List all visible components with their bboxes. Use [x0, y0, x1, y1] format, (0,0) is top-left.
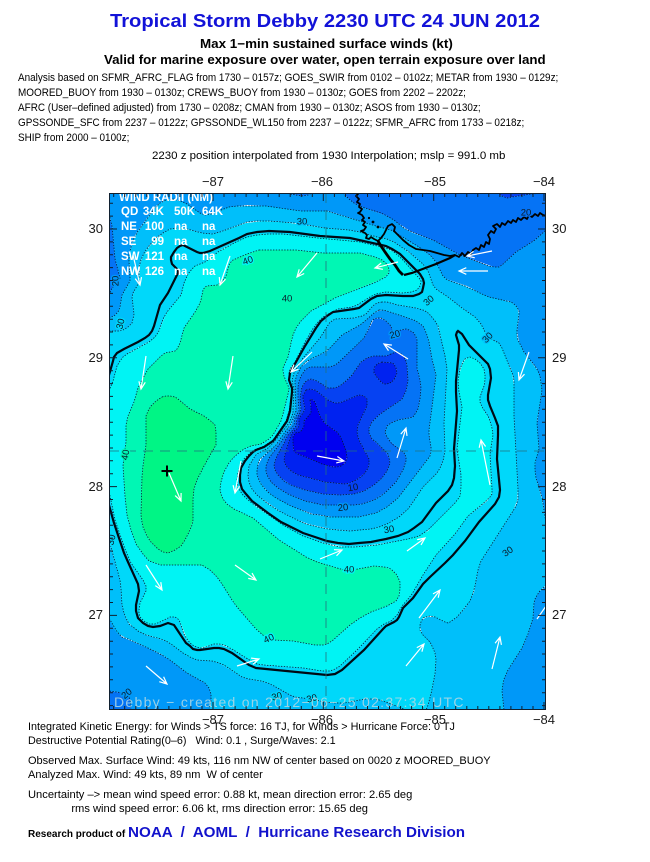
- svg-text:40: 40: [241, 254, 255, 268]
- svg-text:40: 40: [120, 449, 133, 461]
- svg-text:NW: NW: [121, 266, 140, 278]
- svg-text:27: 27: [552, 607, 566, 622]
- svg-text:99: 99: [151, 236, 164, 248]
- svg-text:−86: −86: [311, 174, 333, 189]
- svg-text:na: na: [174, 221, 188, 233]
- svg-text:30: 30: [89, 221, 103, 236]
- svg-text:34K: 34K: [143, 206, 165, 218]
- svg-text:30: 30: [270, 690, 283, 703]
- svg-text:20: 20: [388, 328, 401, 341]
- svg-text:−87: −87: [202, 174, 224, 189]
- svg-text:29: 29: [552, 350, 566, 365]
- svg-text:na: na: [174, 236, 188, 248]
- svg-text:28: 28: [89, 479, 103, 494]
- svg-text:20: 20: [521, 208, 532, 219]
- svg-text:50K: 50K: [174, 206, 196, 218]
- svg-text:WIND RADII (NM): WIND RADII (NM): [119, 192, 213, 204]
- svg-text:−84: −84: [533, 712, 555, 727]
- svg-text:121: 121: [145, 251, 165, 263]
- svg-text:30: 30: [114, 317, 127, 330]
- svg-text:na: na: [174, 251, 188, 263]
- svg-text:30: 30: [297, 217, 308, 228]
- svg-text:na: na: [174, 266, 188, 278]
- svg-text:NE: NE: [121, 221, 137, 233]
- svg-text:64K: 64K: [202, 206, 224, 218]
- svg-text:27: 27: [89, 607, 103, 622]
- svg-text:29: 29: [89, 350, 103, 365]
- svg-text:30: 30: [383, 524, 395, 537]
- svg-text:100: 100: [145, 221, 164, 233]
- svg-text:−84: −84: [533, 174, 555, 189]
- svg-text:28: 28: [552, 479, 566, 494]
- svg-text:−87: −87: [202, 712, 224, 727]
- svg-text:SW: SW: [121, 251, 140, 263]
- svg-text:na: na: [202, 251, 216, 263]
- svg-text:−85: −85: [424, 712, 446, 727]
- svg-text:10: 10: [347, 482, 359, 495]
- svg-text:SE: SE: [121, 236, 137, 248]
- svg-text:na: na: [202, 221, 216, 233]
- svg-text:na: na: [202, 236, 216, 248]
- svg-text:QD: QD: [121, 206, 138, 218]
- svg-text:40: 40: [344, 565, 355, 576]
- svg-text:40: 40: [282, 294, 293, 305]
- svg-text:−86: −86: [311, 712, 333, 727]
- svg-text:126: 126: [145, 266, 164, 278]
- svg-text:20: 20: [111, 276, 122, 287]
- svg-text:Debby − created on 2012−06−25: Debby − created on 2012−06−25 02:37:34 U…: [114, 694, 465, 710]
- svg-text:20: 20: [337, 502, 348, 514]
- svg-text:na: na: [202, 266, 216, 278]
- svg-text:30: 30: [305, 692, 318, 705]
- svg-text:30: 30: [105, 533, 118, 546]
- svg-text:−85: −85: [424, 174, 446, 189]
- svg-text:30: 30: [552, 221, 566, 236]
